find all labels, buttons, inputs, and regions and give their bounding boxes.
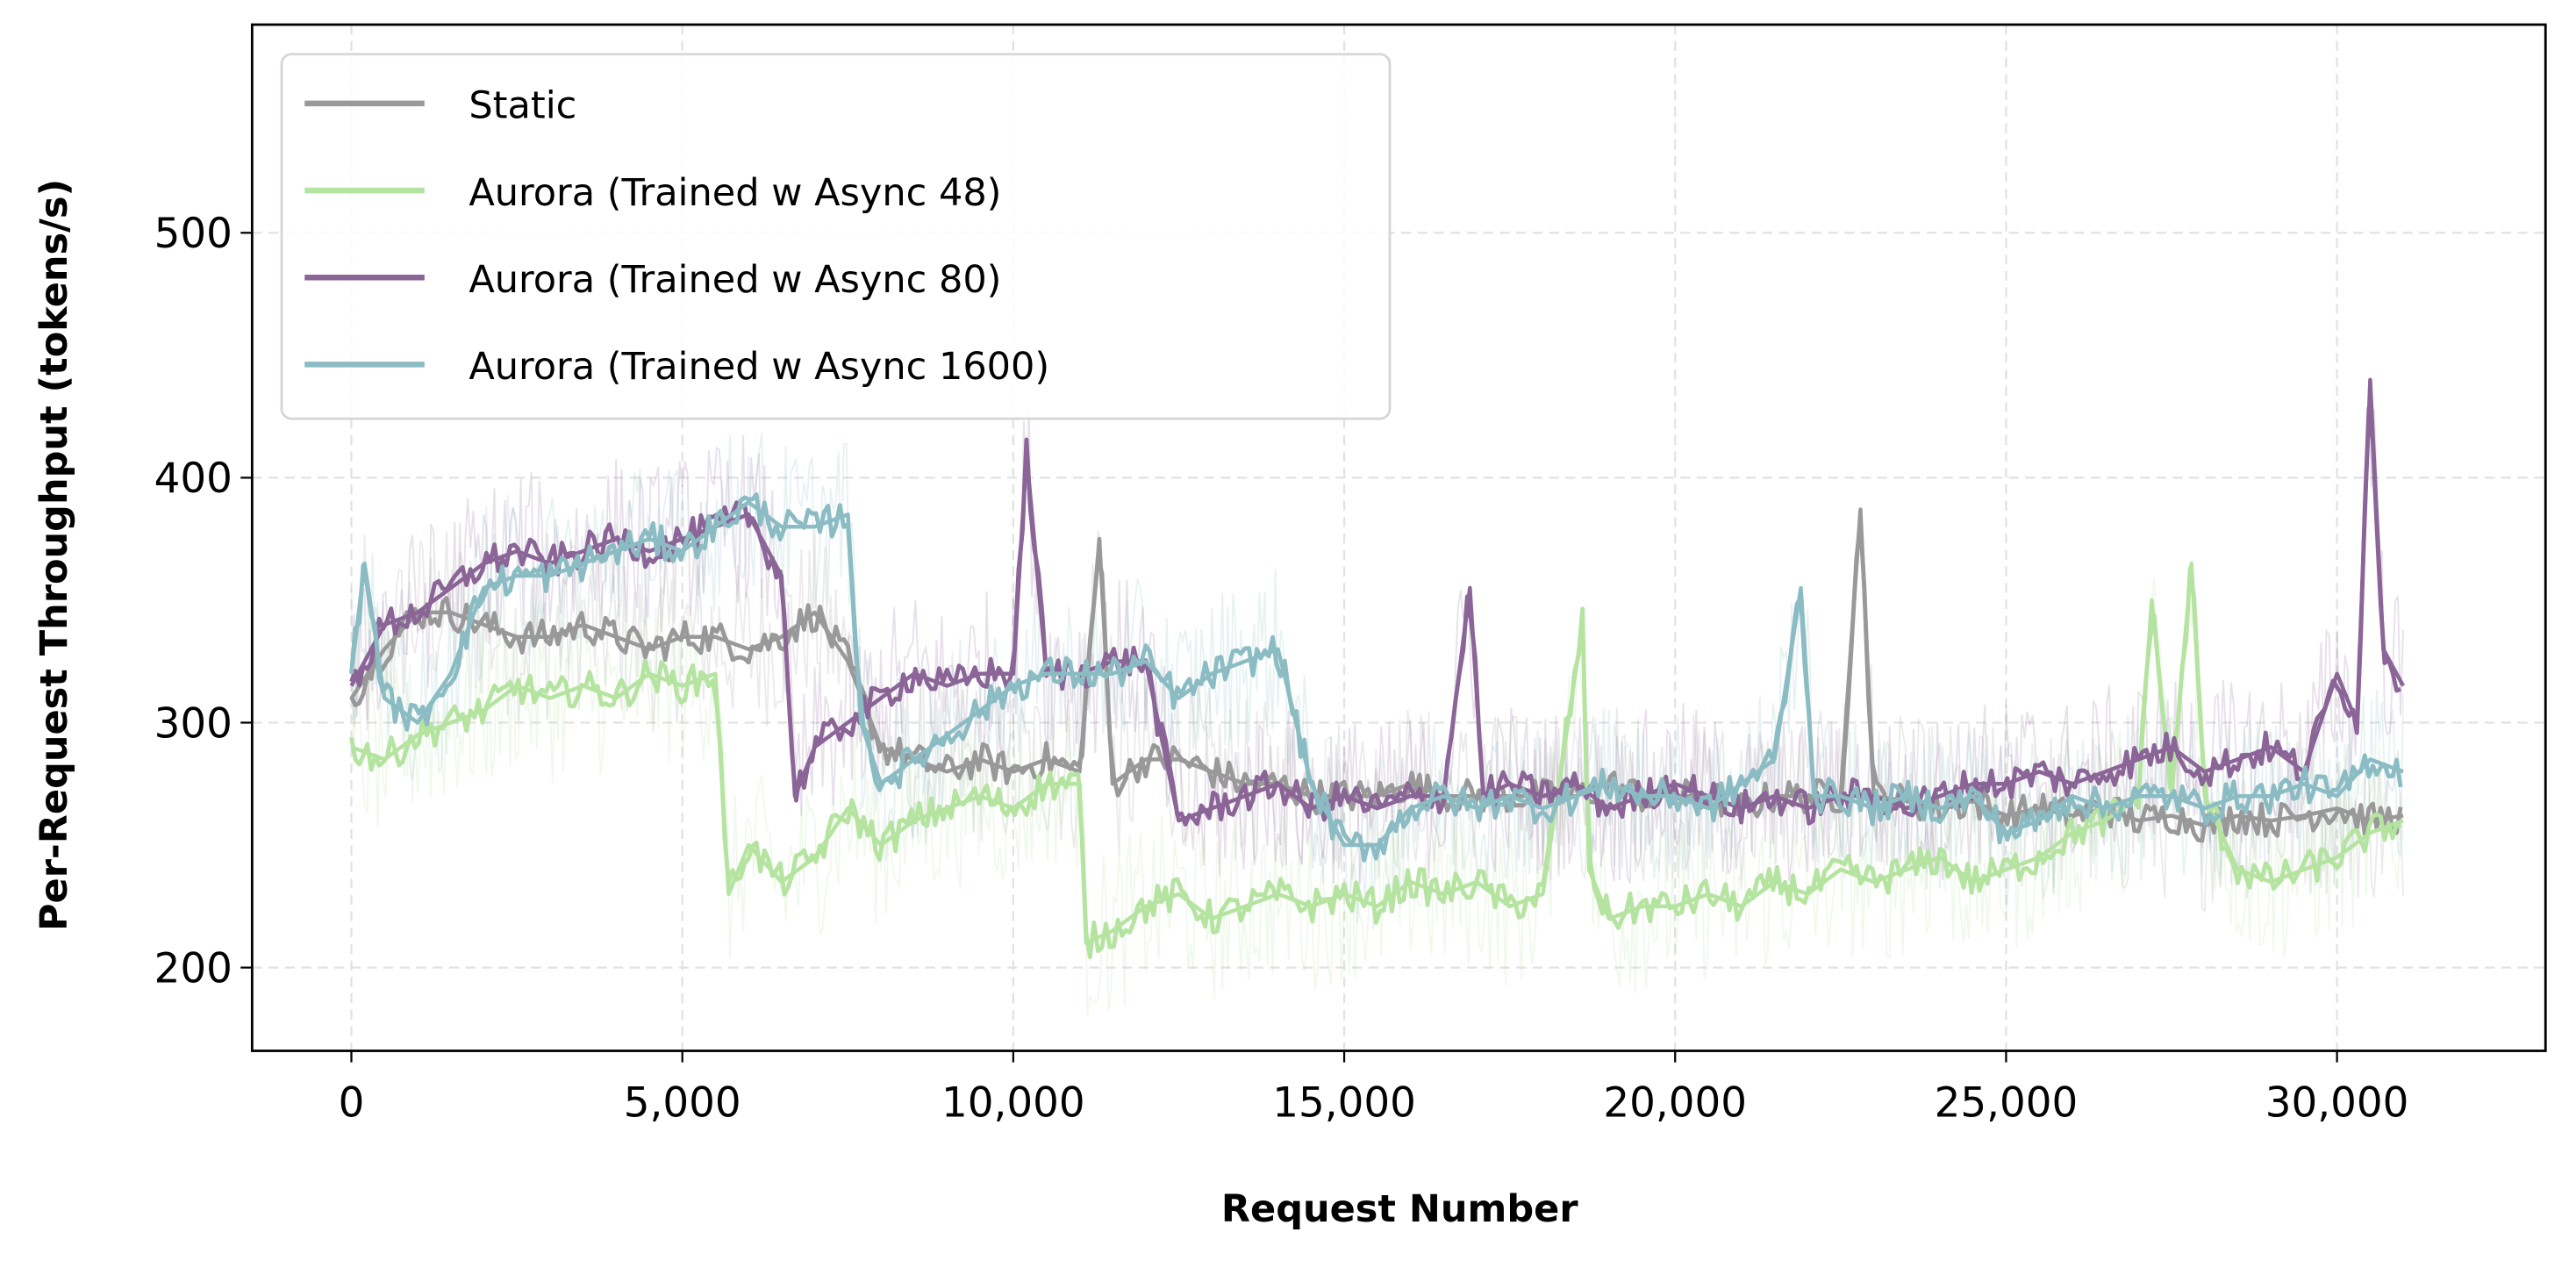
x-tick-label: 25,000 [1935,1079,2079,1127]
y-axis: 200 300 400 500 [154,211,253,992]
series-lines [349,377,2406,960]
x-tick-label: 0 [339,1079,365,1127]
x-tick-label: 30,000 [2265,1079,2409,1127]
legend-box [280,53,1392,420]
x-axis-label: Request Number [1221,1187,1578,1231]
x-tick-label: 5,000 [624,1079,741,1127]
series-data-line [349,500,2404,848]
plot-frame [250,23,2547,1052]
series-line [349,405,2401,827]
legend: Static Aurora (Trained w Async 48) Aurora … [280,53,1392,420]
y-tick-label: 300 [154,700,233,748]
series-data-line [350,561,2404,946]
series-raw-band [350,402,2404,885]
legend-label: Aurora (Trained w Async 48) [469,171,1001,215]
legend-label: Aurora (Trained w Async 1600) [469,345,1049,389]
x-tick-label: 15,000 [1272,1079,1416,1127]
y-tick-label: 500 [154,211,233,258]
x-tick-label: 10,000 [941,1079,1085,1127]
legend-label: Static [469,84,576,128]
y-axis-label: Per-Request Throughput (tokens/s) [32,179,76,931]
y-tick-label: 200 [154,945,233,992]
x-axis: 0 5,000 10,000 15,000 20,000 25,000 30,000 [339,1050,2409,1127]
y-tick-label: 400 [154,455,233,503]
x-tick-label: 20,000 [1603,1079,1747,1127]
series-line [349,491,2403,863]
series-raw-band [350,519,2404,914]
series-line [349,566,2402,960]
legend-label: Aurora (Trained w Async 80) [469,258,1001,302]
